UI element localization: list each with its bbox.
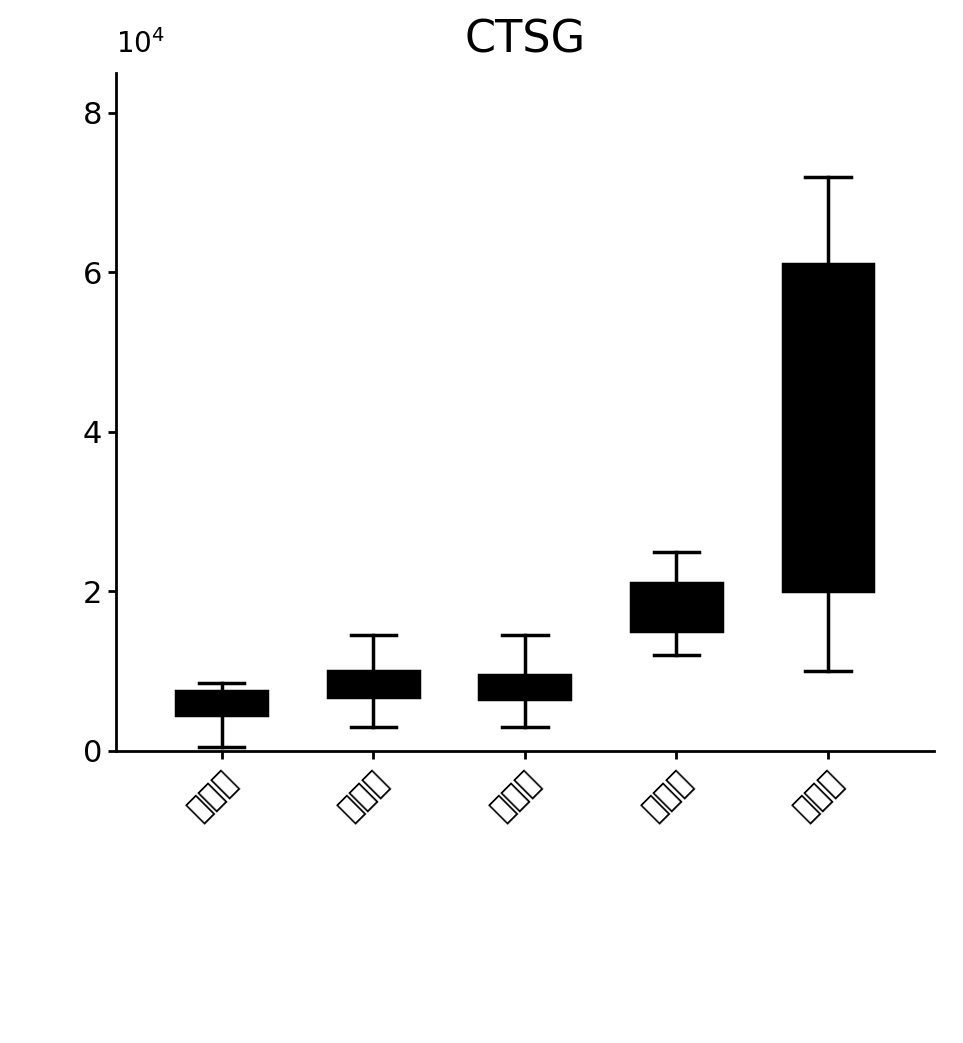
PathPatch shape — [631, 583, 722, 631]
Title: CTSG: CTSG — [464, 18, 586, 62]
PathPatch shape — [783, 265, 873, 591]
Text: $10^4$: $10^4$ — [116, 29, 165, 59]
PathPatch shape — [480, 675, 570, 699]
PathPatch shape — [176, 692, 267, 715]
PathPatch shape — [327, 672, 419, 697]
